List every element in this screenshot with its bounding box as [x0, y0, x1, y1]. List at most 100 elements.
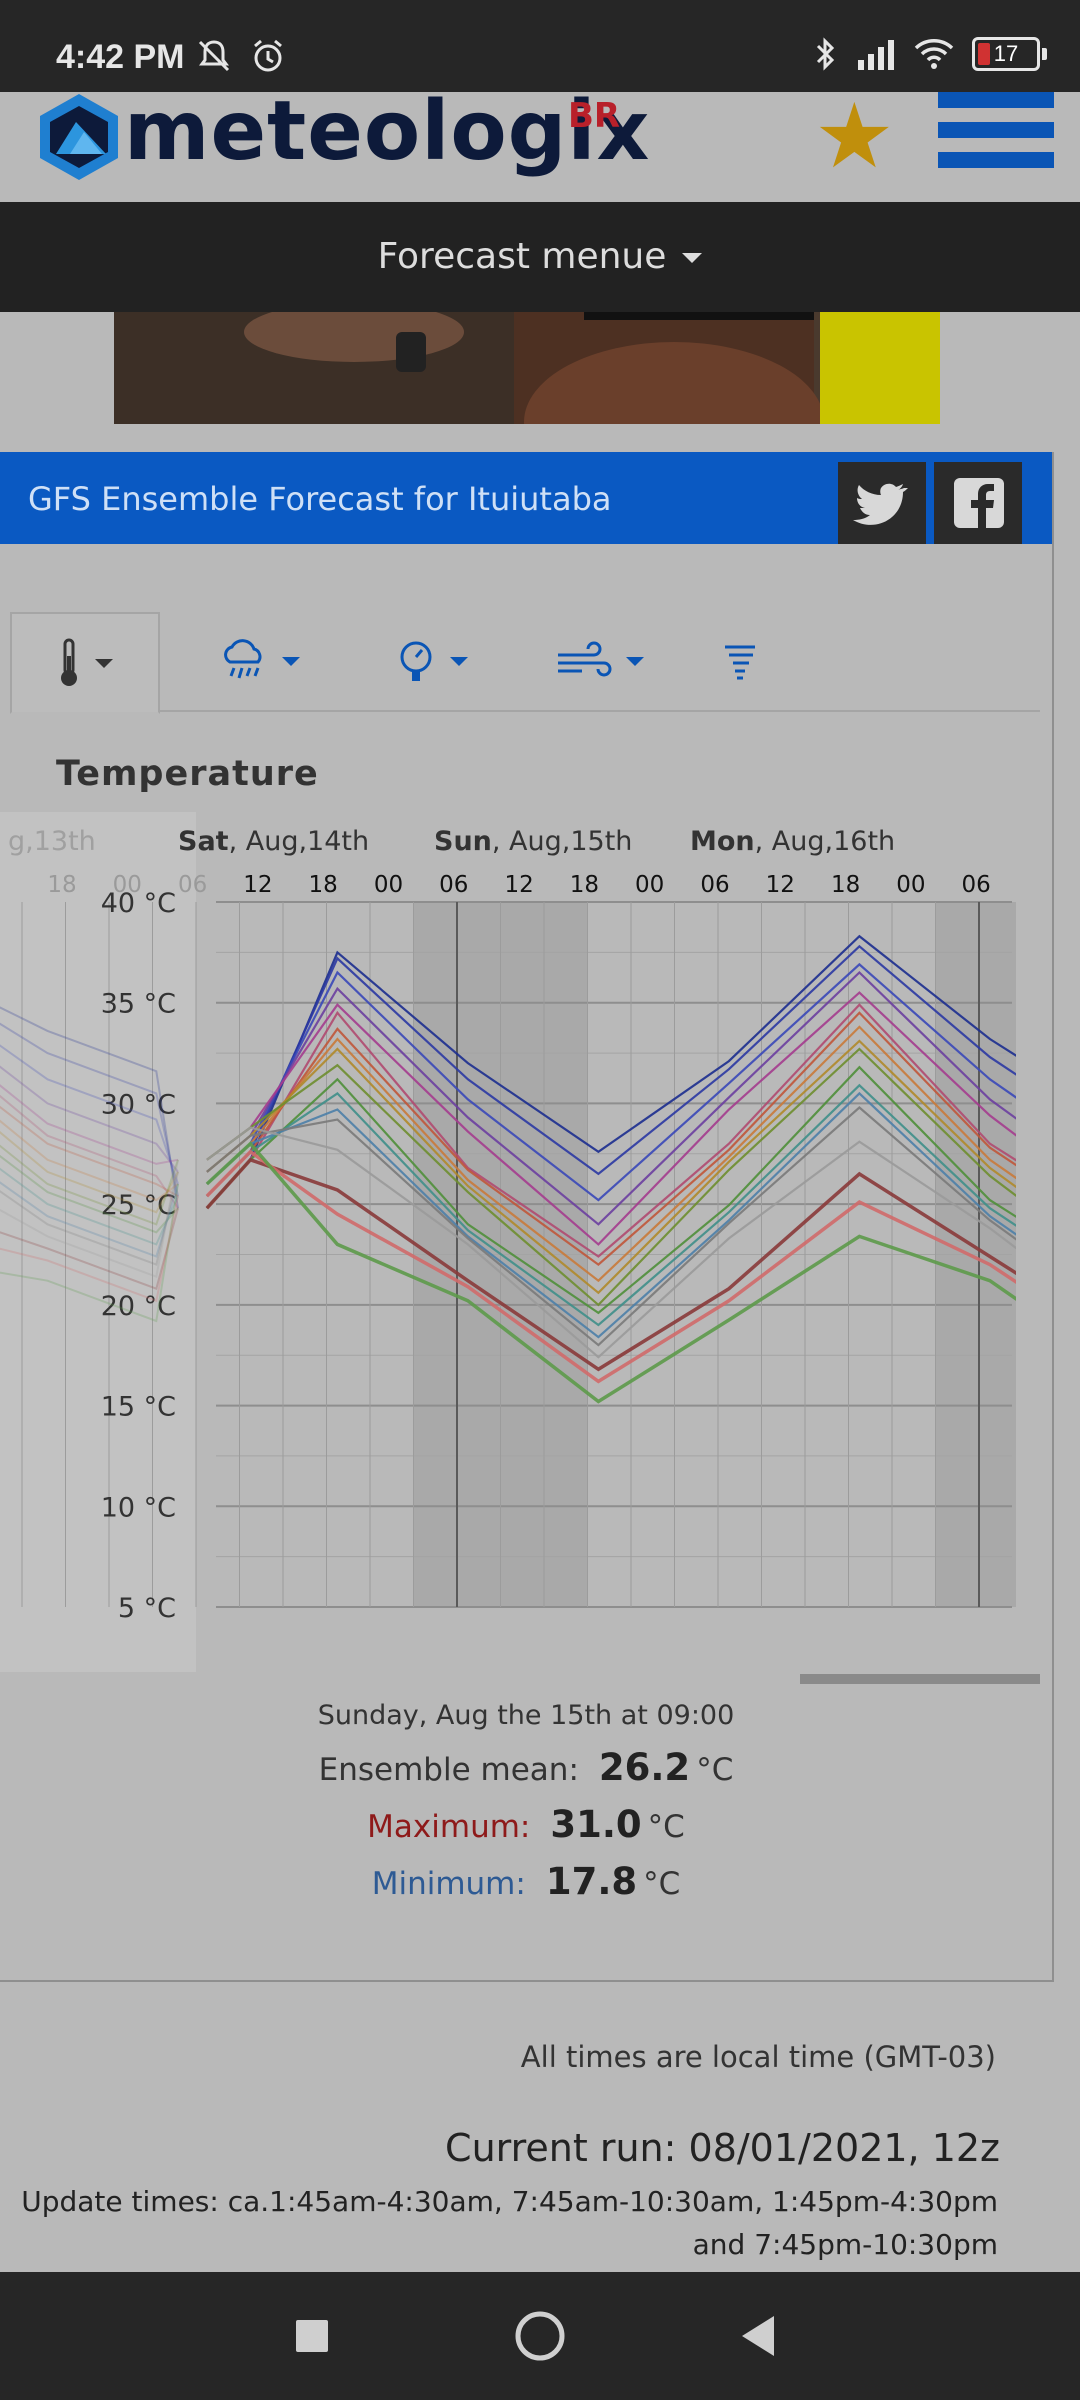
ensemble-series-line [205, 1157, 1052, 1372]
back-triangle-icon [742, 2316, 774, 2356]
logo-text[interactable]: meteologix [124, 84, 651, 179]
ensemble-series-line-faded [0, 1119, 179, 1202]
square-icon [296, 2320, 328, 2352]
y-tick-label: 15 °C [101, 1392, 176, 1423]
panel-header: GFS Ensemble Forecast for Ituiutaba [0, 452, 1052, 544]
logo-country: BR [568, 96, 621, 136]
ensemble-series-line-faded [0, 1183, 179, 1323]
recents-button[interactable] [252, 2272, 372, 2400]
ensemble-series-line [205, 1141, 1052, 1404]
x-hour-label: 18 [570, 872, 599, 898]
forecast-menu-button[interactable]: Forecast menue [0, 202, 1080, 312]
chevron-down-icon [626, 656, 644, 666]
chart-scrollbar[interactable] [800, 1674, 1040, 1684]
twitter-icon [853, 483, 908, 525]
ensemble-series-line [206, 934, 1052, 1209]
facebook-icon [954, 478, 1004, 528]
tab-storm[interactable] [690, 612, 790, 710]
y-tick-label: 10 °C [101, 1492, 176, 1523]
readout-date: Sunday, Aug the 15th at 09:00 [317, 1700, 735, 1731]
ensemble-series-line [206, 1003, 1052, 1258]
chevron-down-icon [282, 656, 300, 666]
ensemble-mean-row: Ensemble mean: 26.2 °C [0, 1746, 1052, 1789]
x-day-label: Mon, Aug,16th [690, 826, 895, 857]
battery-icon: 17 [972, 37, 1047, 71]
unit-label: °C [696, 1752, 734, 1788]
tab-wind[interactable] [536, 612, 664, 710]
y-tick-label: 25 °C [101, 1190, 176, 1221]
ad-banner[interactable] [114, 312, 940, 424]
logo-icon[interactable] [36, 92, 122, 182]
ensemble-series-line [206, 1047, 1052, 1307]
thermometer-icon [61, 638, 77, 686]
x-hour-label: 06 [962, 872, 991, 898]
y-tick-label: 35 °C [101, 989, 176, 1020]
ensemble-series-line-faded [0, 1006, 179, 1209]
x-hour-label: 18 [831, 872, 860, 898]
chevron-down-icon [682, 253, 703, 263]
minimum-row: Minimum: 17.8 °C [0, 1860, 1052, 1903]
tornado-icon [725, 645, 755, 680]
x-hour-label: 00 [374, 872, 403, 898]
bluetooth-icon [816, 37, 835, 71]
temperature-ensemble-chart[interactable]: 40 °C 35 °C 30 °C 25 °C 20 °C 15 °C 10 °C 5 °C 1… [0, 812, 1052, 1672]
home-button[interactable] [480, 2272, 600, 2400]
maximum-row: Maximum: 31.0 °C [0, 1803, 1052, 1846]
ensemble-mean-label: Ensemble mean: [318, 1752, 579, 1788]
ensemble-series-line [206, 1011, 1052, 1267]
x-hour-label: 00 [896, 872, 925, 898]
ensemble-series-line [205, 1149, 1052, 1384]
right-mask [1016, 812, 1052, 1672]
update-times: Update times: ca.1:45am-4:30am, 7:45am-1… [0, 2180, 998, 2266]
ensemble-series-line [206, 1106, 1052, 1347]
y-tick-label: 40 °C [101, 888, 176, 919]
local-time-note: All times are local time (GMT-03) [520, 2040, 996, 2074]
ensemble-series-line-faded [0, 1207, 179, 1291]
x-day-label: Sat, Aug,14th [178, 826, 369, 857]
tab-pressure[interactable] [368, 612, 496, 710]
favorite-star-icon[interactable]: ★ [814, 84, 895, 189]
tab-temperature[interactable] [10, 612, 160, 714]
parameter-tabs [10, 612, 1040, 714]
ensemble-series-line-faded [0, 1159, 179, 1279]
minimum-label: Minimum: [371, 1866, 526, 1902]
ensemble-mean-value: 26.2 [598, 1746, 691, 1789]
x-hour-label: 00 [635, 872, 664, 898]
ensemble-series-line [206, 1091, 1052, 1339]
circle-icon [515, 2311, 565, 2361]
twitter-share-button[interactable] [838, 462, 926, 544]
ensemble-series-line-faded [0, 1044, 179, 1185]
update-times-line: and 7:45pm-10:30pm [692, 2228, 998, 2261]
minimum-value: 17.8 [545, 1860, 638, 1903]
x-day-label: Sun, Aug,15th [434, 826, 632, 857]
ensemble-series-line [206, 944, 1052, 1197]
maximum-value: 31.0 [550, 1803, 642, 1846]
tab-precipitation[interactable] [196, 612, 324, 710]
ensemble-series-line-faded [0, 1094, 179, 1209]
ensemble-series-line-faded [0, 1167, 179, 1246]
mute-icon [198, 40, 230, 72]
rain-cloud-icon [224, 639, 262, 679]
y-tick-label: 5 °C [118, 1593, 176, 1624]
signal-icon [858, 40, 894, 70]
wind-icon [558, 641, 612, 677]
x-hour-label: 12 [504, 872, 533, 898]
facebook-share-button[interactable] [934, 462, 1022, 544]
unit-label: °C [643, 1866, 681, 1902]
update-times-line: Update times: ca.1:45am-4:30am, 7:45am-1… [21, 2185, 998, 2218]
hamburger-menu-icon[interactable] [938, 92, 1054, 172]
battery-level: 17 [993, 41, 1019, 66]
x-hour-label: 18 [309, 872, 338, 898]
current-run: Current run: 08/01/2021, 12z [445, 2126, 1000, 2170]
ensemble-series-line [206, 991, 1052, 1246]
chevron-down-icon [95, 658, 113, 668]
ensemble-series-line [206, 1039, 1052, 1295]
ensemble-series-line-faded [0, 1065, 179, 1173]
x-day-label: g,13th [8, 826, 96, 857]
x-hour-label: 06 [700, 872, 729, 898]
back-button[interactable] [698, 2272, 818, 2400]
faded-region [0, 812, 196, 1672]
x-hour-label: 00 [113, 872, 142, 898]
y-tick-label: 30 °C [101, 1089, 176, 1120]
ensemble-series-line-faded [0, 1171, 179, 1266]
